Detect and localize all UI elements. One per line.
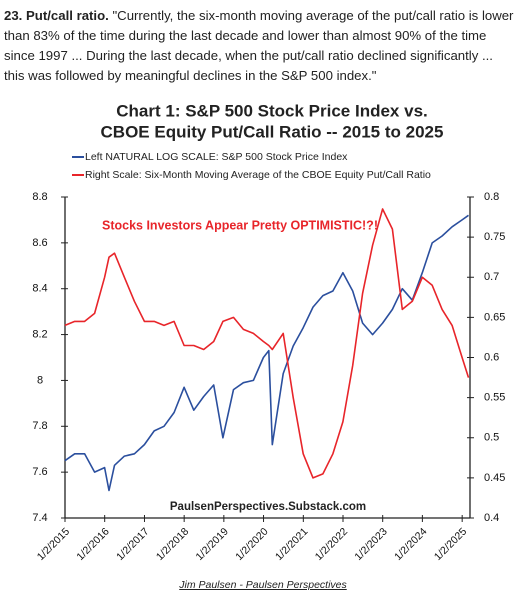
y-tick-label: 8.2 <box>32 328 47 340</box>
y2-tick-label: 0.75 <box>484 231 505 243</box>
x-tick-label: 1/2/2023 <box>352 525 389 562</box>
x-tick-label: 1/2/2024 <box>392 525 429 562</box>
x-tick-label: 1/2/2021 <box>273 525 310 562</box>
quote-text: "Currently, the six-month moving average… <box>4 8 514 83</box>
item-heading: 23. Put/call ratio. <box>4 8 109 23</box>
chart-title: Chart 1: S&P 500 Stock Price Index vs. <box>116 101 428 120</box>
series-line <box>64 214 469 492</box>
y2-tick-label: 0.4 <box>484 512 499 524</box>
y2-tick-label: 0.7 <box>484 271 499 283</box>
y-tick-label: 8.8 <box>32 191 47 203</box>
x-tick-label: 1/2/2022 <box>313 525 350 562</box>
caption[interactable]: Jim Paulsen - Paulsen Perspectives <box>179 579 347 591</box>
legend-label: Left NATURAL LOG SCALE: S&P 500 Stock Pr… <box>85 151 348 163</box>
y2-tick-label: 0.65 <box>484 311 505 323</box>
series-line <box>64 208 470 479</box>
y-tick-label: 8.4 <box>32 283 47 295</box>
watermark: PaulsenPerspectives.Substack.com <box>170 501 366 513</box>
legend-label: Right Scale: Six-Month Moving Average of… <box>85 169 431 181</box>
x-tick-label: 1/2/2016 <box>74 525 111 562</box>
y-tick-label: 7.6 <box>32 466 47 478</box>
annotation: Stocks Investors Appear Pretty OPTIMISTI… <box>102 218 378 232</box>
y-tick-label: 7.8 <box>32 420 47 432</box>
y2-tick-label: 0.55 <box>484 392 505 404</box>
y2-tick-label: 0.45 <box>484 472 505 484</box>
chart-title: CBOE Equity Put/Call Ratio -- 2015 to 20… <box>101 122 444 141</box>
y-tick-label: 7.4 <box>32 512 47 524</box>
x-tick-label: 1/2/2020 <box>233 525 270 562</box>
intro-paragraph: 23. Put/call ratio. "Currently, the six-… <box>4 6 516 86</box>
x-tick-label: 1/2/2018 <box>154 525 191 562</box>
y-tick-label: 8.6 <box>32 237 47 249</box>
y-tick-label: 8 <box>37 374 43 386</box>
x-tick-label: 1/2/2019 <box>194 525 231 562</box>
y2-tick-label: 0.5 <box>484 432 499 444</box>
x-tick-label: 1/2/2025 <box>432 525 469 562</box>
y2-tick-label: 0.6 <box>484 351 499 363</box>
y2-tick-label: 0.8 <box>484 191 499 203</box>
x-tick-label: 1/2/2017 <box>114 525 151 562</box>
x-tick-label: 1/2/2015 <box>35 525 72 562</box>
